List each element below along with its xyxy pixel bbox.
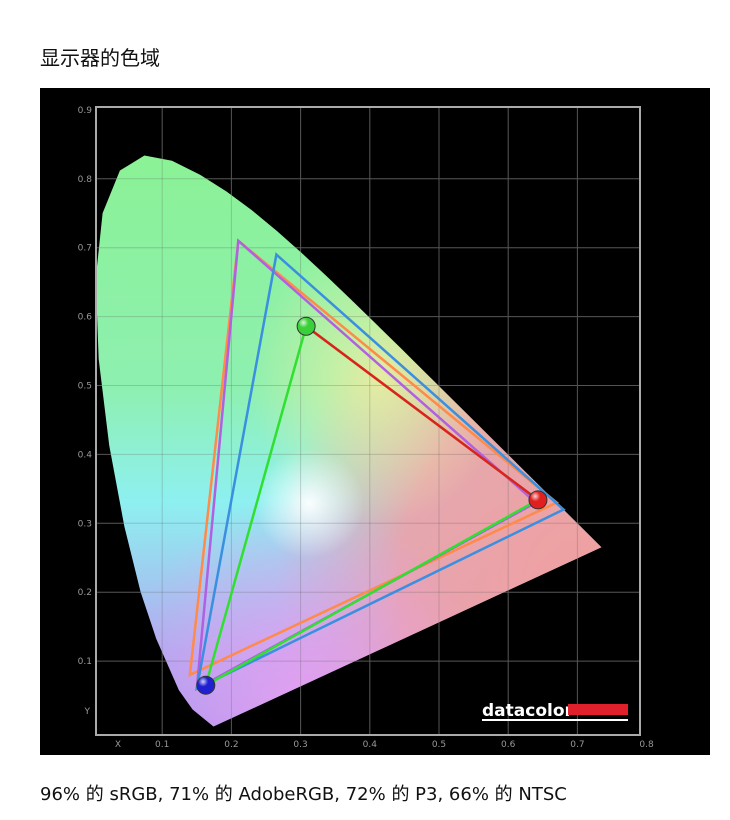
x-tick-label: 0.3 [293, 740, 307, 750]
y-tick-label: 0.7 [78, 244, 92, 254]
y-tick-label: 0.3 [78, 519, 92, 529]
primary-marker-highlight [297, 317, 316, 336]
y-tick-label: 0.1 [78, 657, 92, 667]
x-tick-label: 0.6 [501, 740, 516, 750]
datacolor-logo: datacolor [482, 701, 628, 721]
y-tick-label: 0.5 [78, 382, 92, 392]
y-tick-label: 0.9 [78, 106, 93, 116]
gamut-triangle-0 [188, 238, 559, 677]
y-tick-label: 0.4 [78, 450, 93, 460]
x-tick-label: 0.7 [570, 740, 584, 750]
primary-marker-highlight [196, 676, 215, 695]
logo-underline [482, 719, 628, 721]
page-title: 显示器的色域 [40, 46, 160, 70]
gamut-triangle-4 [305, 325, 539, 501]
x-tick-label: 0.8 [639, 740, 654, 750]
locus-yellow-fill [95, 155, 602, 727]
chromaticity-chart: 0.1 0.2 0.3 0.4 0.5 0.6 0.7 0.8 0.1 0.2 0.3 0.4 0.5 0… [40, 88, 710, 755]
plot-frame [95, 106, 641, 736]
chart-svg: 0.1 0.2 0.3 0.4 0.5 0.6 0.7 0.8 0.1 0.2 0.3 0.4 0.5 0… [78, 106, 654, 750]
y-tick-label: 0.6 [78, 313, 93, 323]
x-tick-label: 0.4 [363, 740, 378, 750]
y-tick-label: 0.8 [78, 175, 93, 185]
y-axis-label: Y [84, 707, 91, 717]
x-tick-label: 0.1 [155, 740, 169, 750]
logo-text: datacolor [482, 701, 574, 721]
x-tick-label: 0.2 [224, 740, 238, 750]
gamut-triangle-2 [195, 252, 566, 691]
white-point-glow [254, 448, 365, 559]
y-tick-label: 0.2 [78, 588, 92, 598]
gamut-caption: 96% 的 sRGB, 71% 的 AdobeRGB, 72% 的 P3, 66… [40, 784, 567, 805]
x-tick-label: 0.5 [432, 740, 446, 750]
logo-red-bar [568, 704, 628, 715]
x-axis-label: X [115, 740, 121, 750]
primary-marker-highlight [528, 490, 547, 509]
